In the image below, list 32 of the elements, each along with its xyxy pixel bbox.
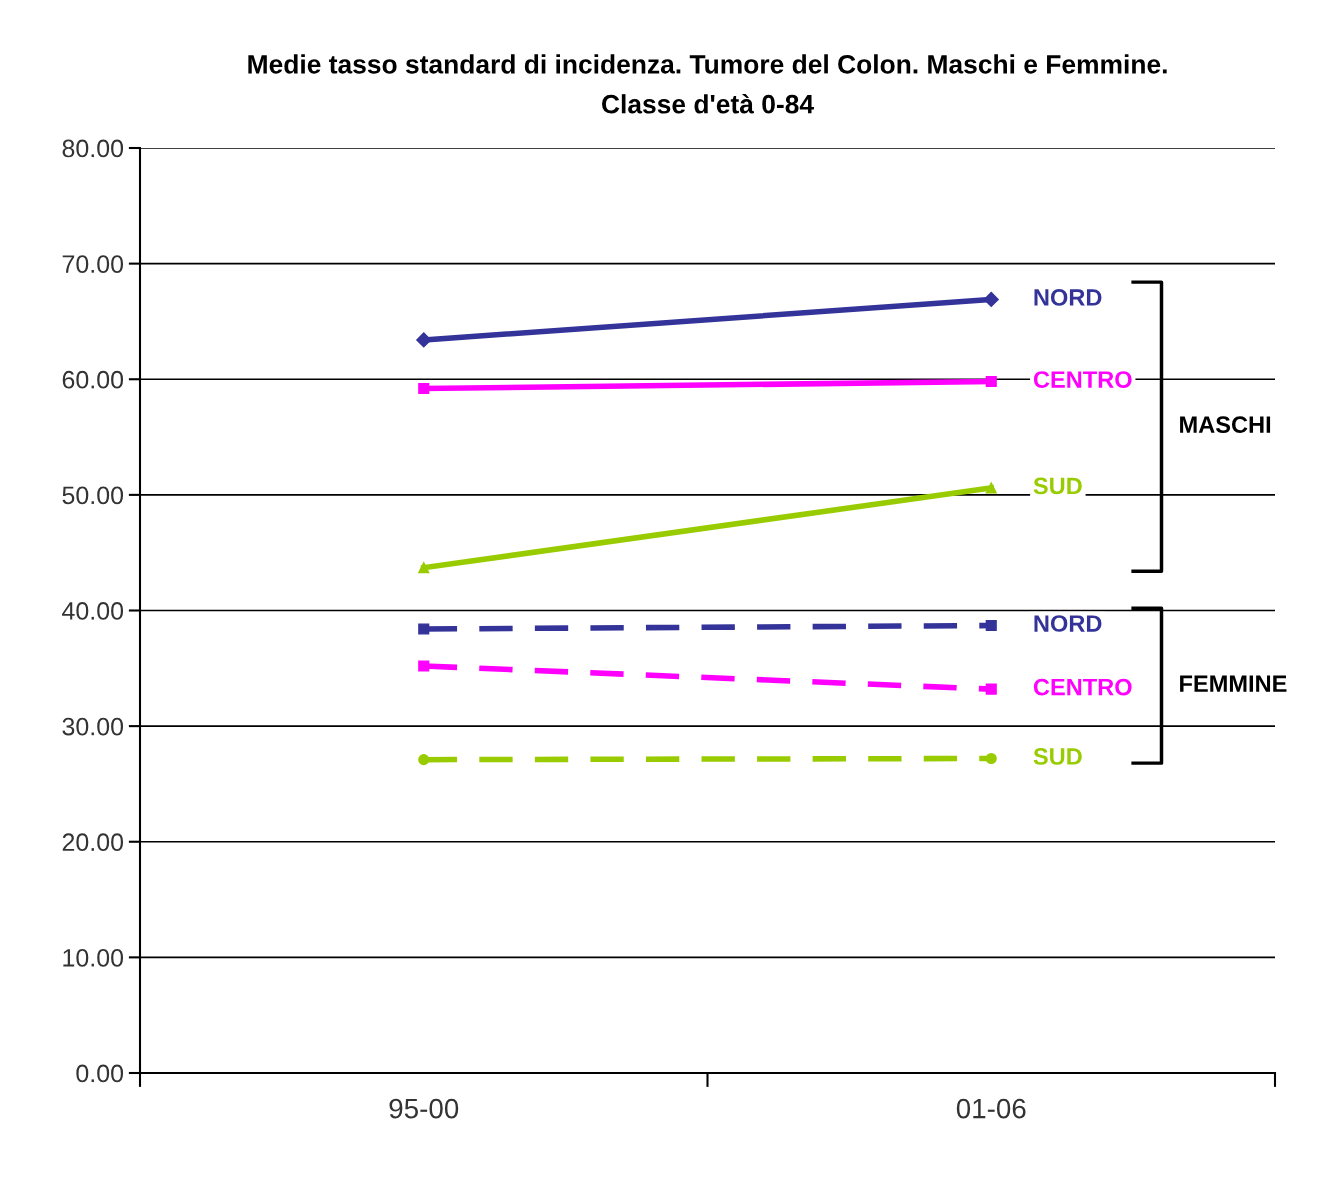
point (416, 332, 432, 348)
point (985, 376, 997, 388)
point (418, 660, 430, 672)
point (418, 382, 430, 395)
series-label: NORD (1034, 289, 1102, 306)
point (985, 619, 997, 632)
y-tick-label: 60.00 (62, 370, 124, 389)
y-tick-label: 10.00 (63, 948, 124, 967)
x-tick-label: 95-00 (389, 1098, 459, 1119)
series-label: SUD (1033, 748, 1082, 765)
point (983, 291, 999, 308)
point (418, 562, 430, 574)
y-tick-label: 40.00 (62, 602, 124, 620)
annotation: MASCHI (1180, 416, 1271, 433)
point (985, 683, 997, 695)
series-label: NORD (1034, 615, 1102, 632)
series-label: SUD (1033, 477, 1082, 495)
y-tick-label: 80.00 (62, 139, 124, 158)
series-label: CENTRO (1033, 678, 1132, 696)
y-tick-label: 0.00 (76, 1064, 124, 1083)
point (418, 754, 430, 766)
y-tick-label: 70.00 (62, 255, 124, 273)
y-tick-label: 30.00 (62, 717, 124, 736)
chart-title: Medie tasso standard di incidenza. Tumore del Colon. Maschi e Femmine. Classe d'età 0-84 (248, 54, 1167, 114)
x-tick-label: 01-06 (956, 1098, 1026, 1119)
point (418, 623, 430, 635)
series-label: CENTRO (1033, 371, 1132, 388)
y-tick-label: 50.00 (62, 486, 124, 505)
point (985, 752, 997, 765)
point (985, 482, 997, 494)
y-tick-label: 20.00 (62, 833, 124, 852)
annotation: FEMMINE (1180, 675, 1287, 692)
